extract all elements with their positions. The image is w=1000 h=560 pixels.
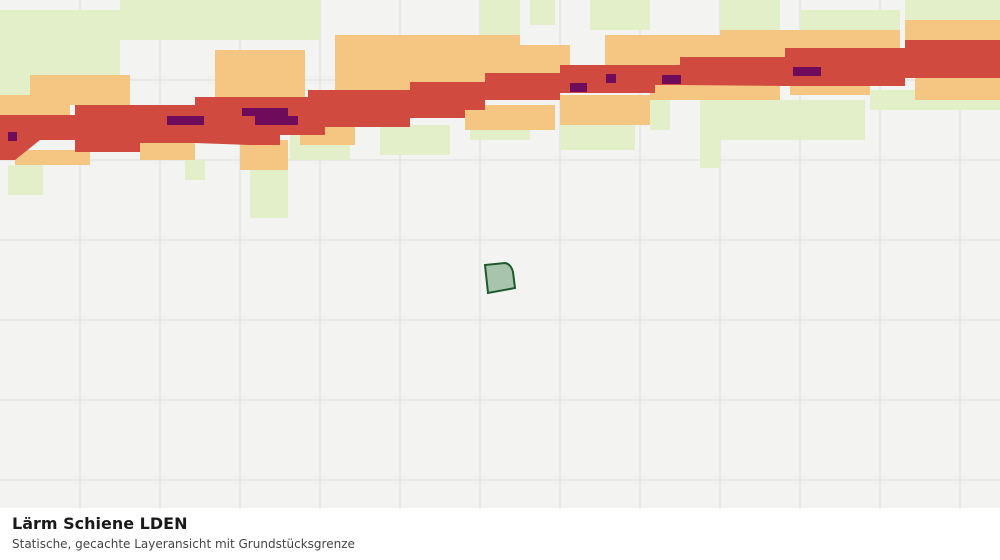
noise-zone-high	[0, 40, 1000, 160]
noise-block-low	[700, 100, 865, 140]
noise-block-low	[530, 0, 555, 25]
noise-block-very-high	[8, 132, 17, 141]
noise-block-low	[700, 130, 720, 168]
noise-block-medium	[560, 95, 650, 125]
noise-block-very-high	[793, 67, 821, 76]
noise-block-low	[250, 170, 288, 218]
noise-block-medium	[140, 140, 195, 160]
noise-block-low	[650, 100, 670, 130]
noise-block-very-high	[662, 75, 681, 84]
noise-block-low	[720, 0, 780, 30]
noise-block-low	[8, 165, 43, 195]
map-view	[0, 0, 1000, 508]
noise-block-low	[905, 0, 1000, 20]
noise-block-low	[480, 0, 520, 40]
noise-block-very-high	[167, 116, 204, 125]
noise-block-very-high	[255, 116, 298, 125]
noise-zone-very-high	[8, 67, 821, 141]
caption: Lärm Schiene LDEN Statische, gecachte La…	[0, 508, 1000, 560]
noise-block-medium	[215, 50, 305, 100]
layer-title: Lärm Schiene LDEN	[12, 514, 188, 533]
noise-block-medium	[30, 75, 130, 105]
noise-block-very-high	[606, 74, 616, 83]
layer-subtitle: Statische, gecachte Layeransicht mit Gru…	[12, 537, 355, 551]
noise-block-low	[590, 0, 650, 30]
noise-block-low	[380, 125, 450, 155]
noise-block-medium	[915, 75, 1000, 100]
noise-block-low	[200, 0, 260, 15]
noise-block-medium	[15, 150, 90, 165]
noise-block-very-high	[242, 108, 288, 116]
noise-block-low	[185, 160, 205, 180]
parcel-boundary	[483, 261, 517, 295]
noise-block-very-high	[570, 83, 587, 92]
